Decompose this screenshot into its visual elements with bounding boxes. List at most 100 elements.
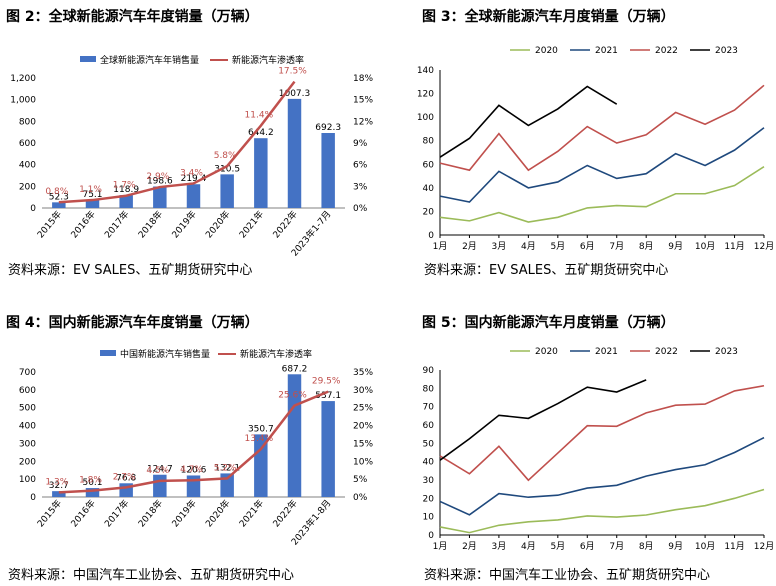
bar-data-label: 644.2	[248, 128, 274, 138]
y2-tick-label: 0%	[353, 204, 368, 214]
line-data-label: 1.3%	[45, 477, 68, 487]
y-tick-label: 0	[30, 493, 36, 503]
chart-global-annual-sales: 0 200 400 600 800 1,000 1,200 0% 3% 6% 9% 12% 15% 18%…	[10, 54, 373, 259]
bar	[186, 184, 201, 208]
bar	[254, 138, 268, 208]
x-tick-label: 8月	[639, 241, 654, 252]
x-tick-label: 1月	[433, 241, 448, 252]
x-tick-label: 7月	[609, 241, 624, 252]
bar-data-label: 692.3	[315, 123, 341, 133]
x-tick-label: 8月	[639, 541, 654, 552]
series-line-2023	[439, 85, 618, 158]
bar	[52, 491, 66, 497]
x-tick-label: 2016年	[68, 497, 98, 529]
x-tick-label: 10月	[695, 241, 715, 252]
bar	[119, 195, 133, 208]
x-tick-label: 2015年	[34, 497, 64, 529]
y2-tick-label: 0%	[353, 493, 368, 503]
y2-tick-label: 10%	[353, 457, 373, 467]
y-tick-label: 60	[423, 160, 435, 170]
line-data-label: 29.5%	[312, 377, 341, 387]
y-tick-label: 400	[19, 422, 36, 432]
figure-4-title: 图 4：国内新能源汽车年度销量（万辆）	[6, 315, 259, 331]
series-line-2020	[439, 488, 765, 534]
legend-label-2020: 2020	[535, 347, 558, 357]
y-tick-label: 500	[19, 404, 36, 414]
y-tick-label: 0	[428, 531, 434, 541]
x-tick-label: 5月	[550, 541, 565, 552]
y-tick-label: 60	[423, 421, 435, 431]
line-data-label: 4.7%	[180, 465, 203, 475]
chart-china-monthly-sales: 0 10 20 30 40 50 60 70 80 90 1月 2月 3月 4月 5月 6月 7月 8月 9月 10月…	[423, 347, 775, 552]
legend-label-2023: 2023	[715, 347, 738, 357]
y2-tick-label: 15%	[353, 439, 373, 449]
bar-data-label: 75.1	[82, 190, 102, 200]
bar	[321, 401, 335, 497]
x-tick-label: 2017年	[102, 208, 132, 240]
x-tick-label: 6月	[580, 541, 595, 552]
y2-tick-label: 18%	[353, 74, 373, 84]
x-tick-label: 12月	[754, 541, 774, 552]
legend-bar-label: 全球新能源汽车年销售量	[100, 54, 199, 66]
line-data-label: 1.8%	[79, 476, 102, 486]
bar-data-label: 50.1	[82, 478, 102, 488]
y-tick-label: 100	[19, 475, 36, 485]
y-tick-label: 30	[423, 476, 435, 486]
y-tick-label: 40	[423, 458, 435, 468]
y-tick-label: 120	[417, 90, 434, 100]
bar-data-label: 118.9	[113, 185, 139, 195]
y2-tick-label: 9%	[353, 139, 368, 149]
y-tick-label: 140	[417, 66, 434, 76]
x-tick-label: 2月	[462, 241, 477, 252]
line-data-label: 3.4%	[180, 168, 203, 178]
x-tick-label: 6月	[580, 241, 595, 252]
line-data-label: 13.4%	[245, 434, 274, 444]
x-tick-label: 9月	[668, 241, 683, 252]
y-tick-label: 800	[19, 117, 36, 127]
y-tick-label: 80	[423, 137, 435, 147]
bar-data-label: 32.7	[49, 481, 69, 491]
y-tick-label: 200	[19, 182, 36, 192]
line-data-label: 5.8%	[214, 151, 237, 161]
x-tick-label: 2022年	[270, 208, 300, 240]
legend-bar-label: 中国新能源汽车销售量	[120, 348, 210, 360]
bar	[254, 434, 268, 497]
line-data-label: 25.6%	[278, 391, 307, 401]
bar	[85, 488, 100, 497]
figure-2-title: 图 2：全球新能源汽车年度销量（万辆）	[6, 9, 259, 25]
figure-5-title: 图 5：国内新能源汽车月度销量（万辆）	[422, 315, 675, 331]
x-tick-label: 5月	[550, 241, 565, 252]
y-tick-label: 0	[30, 204, 36, 214]
x-tick-label: 11月	[724, 541, 744, 552]
line-data-label: 0.8%	[45, 187, 68, 197]
bar	[153, 186, 167, 208]
bar-data-label: 132.1	[214, 463, 240, 473]
x-tick-label: 12月	[754, 241, 774, 252]
bar	[85, 199, 100, 208]
x-tick-label: 2021年	[236, 208, 266, 240]
x-tick-label: 4月	[521, 241, 536, 252]
legend-label-2023: 2023	[715, 46, 738, 56]
figure-4-source: 资料来源：中国汽车工业协会、五矿期货研究中心	[8, 568, 295, 583]
y-tick-label: 400	[19, 161, 36, 171]
x-tick-label: 2019年	[169, 497, 199, 529]
x-tick-label: 2018年	[135, 208, 165, 240]
figure-3-title: 图 3：全球新能源汽车月度销量（万辆）	[422, 9, 675, 25]
legend-label-2020: 2020	[535, 46, 558, 56]
y-tick-label: 600	[19, 386, 36, 396]
y-tick-label: 1,200	[10, 74, 36, 84]
y-tick-label: 600	[19, 139, 36, 149]
series-line-2021	[439, 127, 765, 203]
x-tick-label: 3月	[492, 241, 507, 252]
x-tick-label: 1月	[433, 541, 448, 552]
bar	[52, 202, 66, 208]
y-tick-label: 300	[19, 439, 36, 449]
legend-line-label: 新能源汽车渗透率	[240, 348, 312, 360]
y2-tick-label: 20%	[353, 422, 373, 432]
y-tick-label: 90	[423, 366, 435, 376]
y2-tick-label: 12%	[353, 117, 373, 127]
line-data-label: 2.9%	[146, 172, 169, 182]
bar	[220, 174, 234, 208]
line-data-label: 1.1%	[79, 185, 102, 195]
bar-data-label: 219.4	[181, 174, 207, 184]
